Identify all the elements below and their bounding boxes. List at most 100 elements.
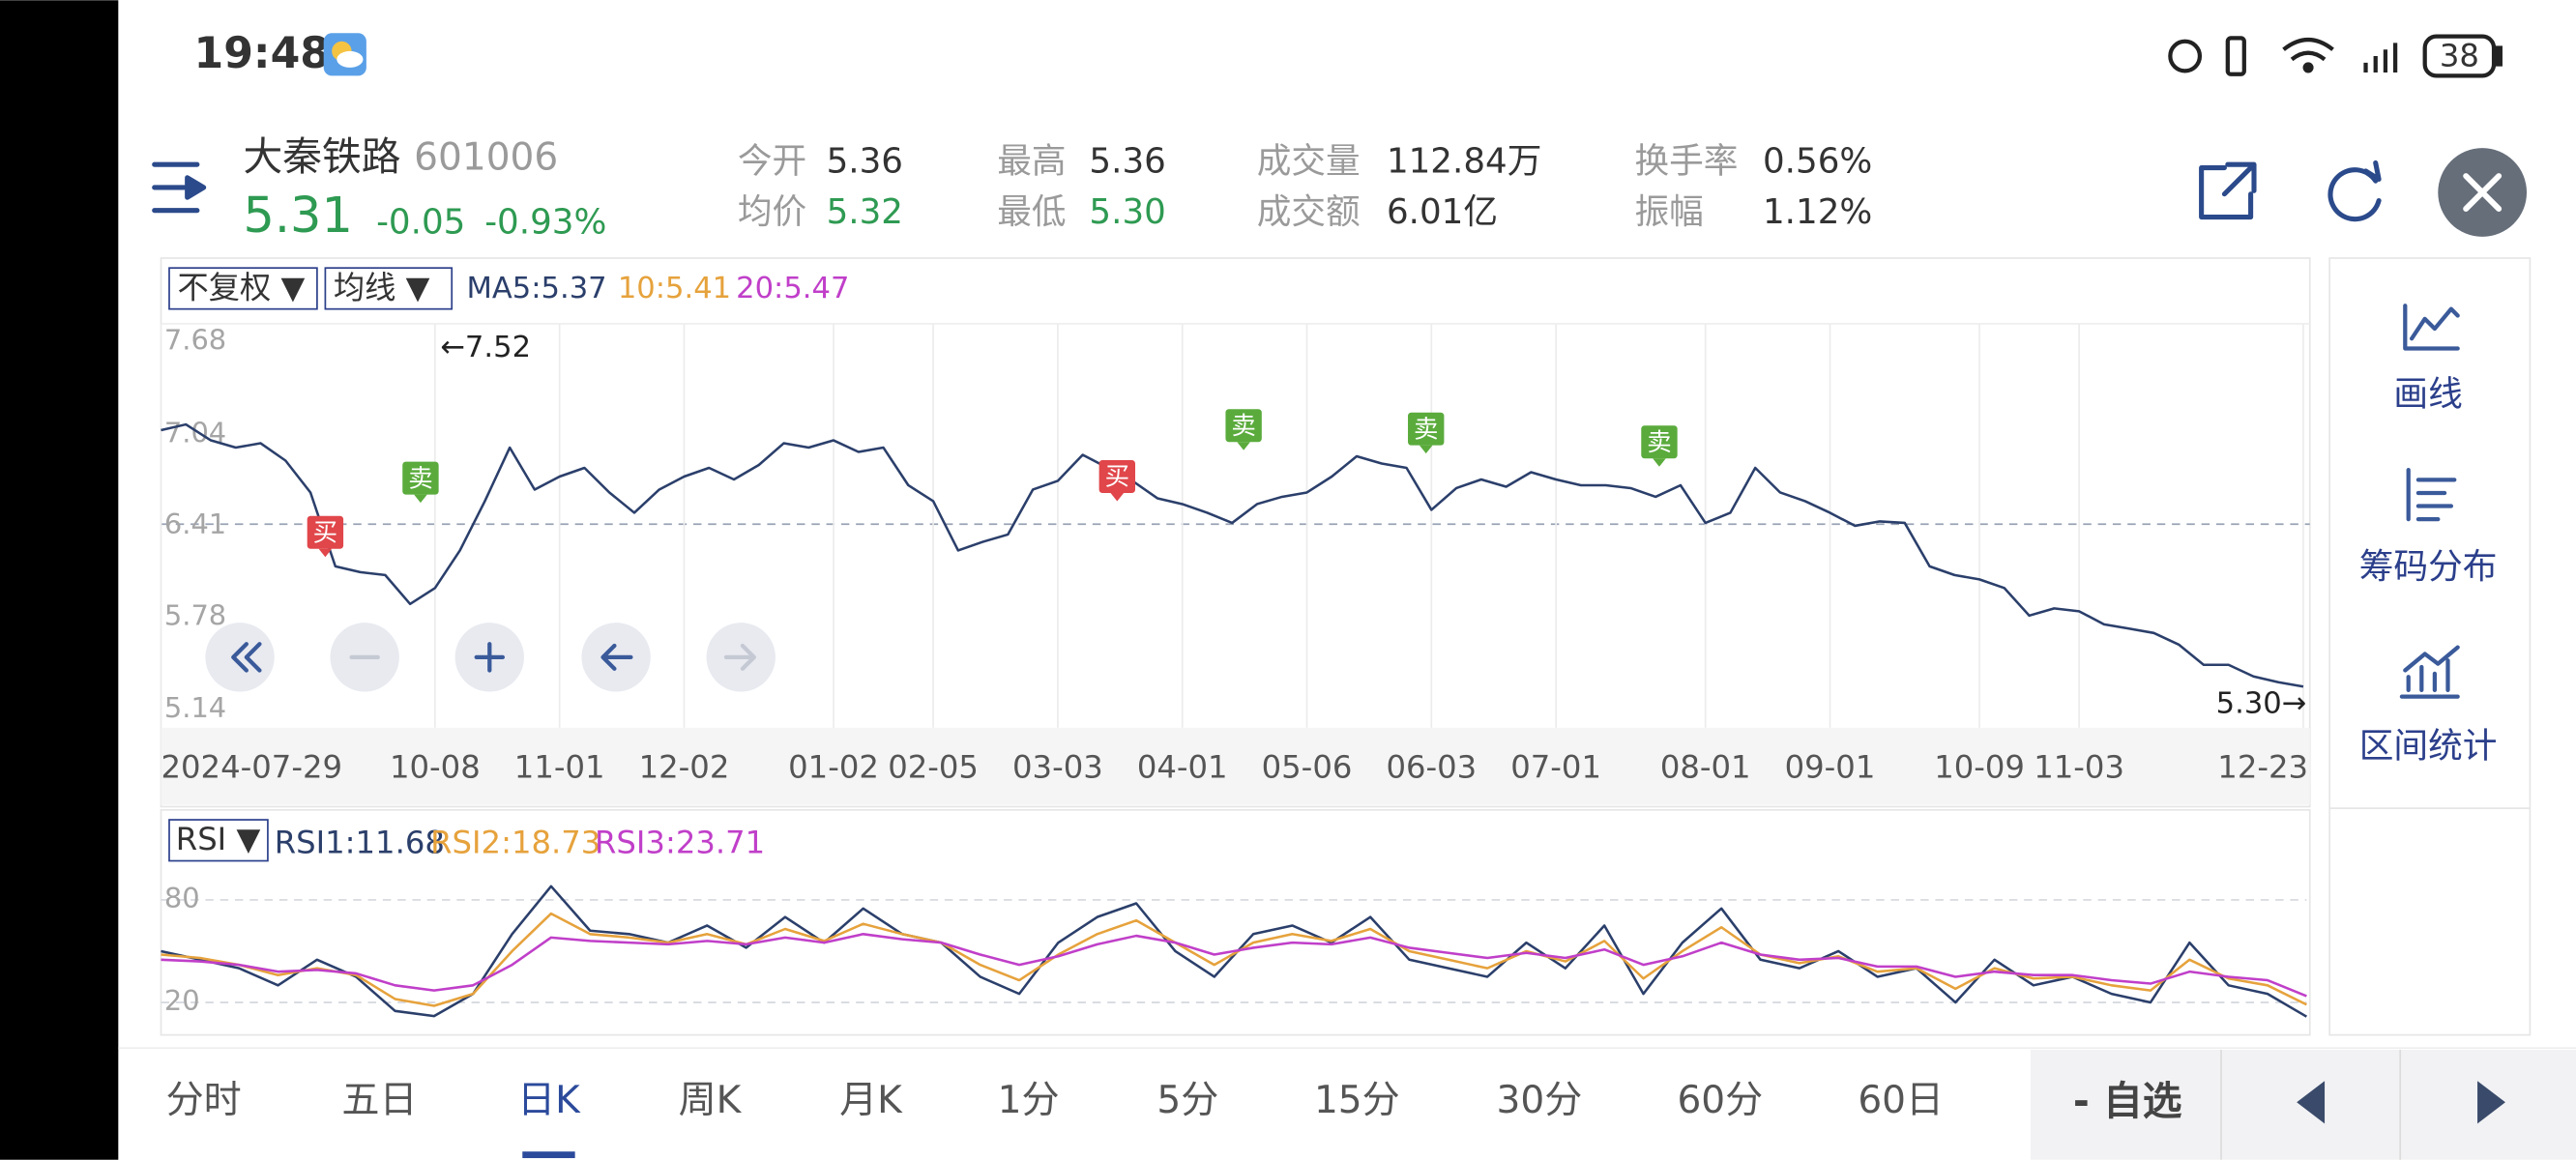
trade-marker (402, 461, 439, 495)
chip-distribution-tool[interactable]: 筹码分布 (2359, 468, 2498, 587)
x-tick-label: 12-02 (639, 748, 730, 785)
watchlist-button[interactable]: - 自选 (2073, 1078, 2182, 1124)
period-tab[interactable]: 60日 (1858, 1079, 1944, 1122)
data-line (161, 422, 2304, 688)
stat-label: 最高 (997, 141, 1066, 181)
x-tick-label: 02-05 (888, 748, 979, 785)
tool-label[interactable]: 区间统计 (2359, 726, 2498, 766)
stock-name: 大秦铁路 (243, 133, 400, 180)
x-tick-label: 07-01 (1510, 748, 1601, 785)
period-tab[interactable]: 5分 (1156, 1079, 1218, 1122)
x-tick-label: 09-01 (1785, 748, 1876, 785)
menu-button[interactable] (152, 161, 207, 214)
stat-value: 5.32 (827, 192, 903, 232)
stat-value: 112.84万 (1387, 141, 1541, 181)
left-edge (0, 0, 119, 1160)
stat-label: 成交额 (1257, 192, 1361, 232)
period-tab[interactable]: 1分 (998, 1079, 1060, 1122)
x-tick-label: 03-03 (1012, 748, 1103, 785)
stock-price: 5.31 (243, 188, 352, 245)
period-tab[interactable]: 15分 (1314, 1079, 1400, 1122)
stat-label: 成交量 (1257, 141, 1361, 181)
previous-stock-button[interactable] (2297, 1081, 2326, 1124)
y-tick-label: 7.04 (164, 417, 226, 450)
trade-marker-label: 卖 (1231, 412, 1255, 441)
trade-marker-pointer (414, 494, 427, 504)
indicator-dropdown[interactable] (168, 819, 269, 862)
stat-value: 5.36 (827, 141, 903, 181)
stat-label: 振幅 (1634, 192, 1703, 232)
period-tab[interactable]: 30分 (1497, 1079, 1583, 1122)
period-tab[interactable]: 五日 (341, 1079, 417, 1122)
stat-label: 换手率 (1634, 141, 1738, 181)
tool-label[interactable]: 筹码分布 (2359, 547, 2498, 587)
price-change: -0.05 (376, 202, 465, 242)
share-button[interactable] (2199, 161, 2257, 220)
legend-entry: RSI2:18.73 (430, 825, 600, 861)
x-tick-label: 11-01 (514, 748, 605, 785)
stat-label: 最低 (997, 192, 1066, 232)
range-stats-tool[interactable]: 区间统计 (2359, 645, 2498, 767)
period-tab[interactable]: 周K (679, 1079, 743, 1122)
x-tick-label: 01-02 (788, 748, 879, 785)
stat-value: 6.01亿 (1387, 192, 1498, 232)
draw-line-tool[interactable]: 画线 (2393, 304, 2463, 415)
trade-marker-pointer (1653, 458, 1666, 467)
price-panel (160, 257, 2311, 808)
tool-label[interactable]: 画线 (2393, 375, 2462, 415)
battery-level: 38 (2440, 38, 2479, 74)
ma20-value: 20:5.47 (736, 272, 849, 305)
y-tick-label: 7.68 (164, 324, 226, 357)
legend-entry: RSI1:11.68 (275, 825, 445, 861)
zoom-out-button[interactable] (330, 623, 399, 692)
price-change-pct: -0.93% (484, 202, 606, 242)
trade-marker (1641, 425, 1678, 459)
x-tick-label: 2024-07-29 (161, 748, 343, 785)
adjust-dropdown[interactable] (168, 267, 318, 310)
active-tab-indicator (522, 1151, 575, 1159)
ma-dropdown-label[interactable]: 均线 ▼ (334, 269, 430, 305)
trade-marker-label: 卖 (408, 464, 432, 493)
close-button[interactable] (2438, 148, 2528, 237)
stat-value: 5.36 (1089, 141, 1165, 181)
zoom-in-button[interactable] (454, 623, 524, 692)
trade-marker (1098, 459, 1135, 493)
stat-value: 5.30 (1089, 192, 1165, 232)
zoom-controls (205, 623, 776, 692)
x-tick-label: 11-03 (2034, 748, 2124, 785)
y-tick-label: 20 (164, 984, 200, 1017)
trade-marker-pointer (1110, 492, 1125, 502)
x-tick-label: 10-09 (1934, 748, 2025, 785)
status-time: 19:48 (193, 29, 330, 78)
x-tick-label: 06-03 (1386, 748, 1477, 785)
x-tick-label: 05-06 (1262, 748, 1353, 785)
y-tick-label: 5.78 (164, 598, 226, 631)
period-tab[interactable]: 分时 (166, 1079, 242, 1122)
period-tab[interactable]: 60分 (1677, 1079, 1763, 1122)
ma-dropdown[interactable] (324, 267, 454, 310)
pan-left-button[interactable] (581, 623, 651, 692)
trade-marker-pointer (1419, 445, 1433, 454)
trade-marker (1225, 409, 1262, 443)
price-chart: 7.68 7.04 6.41 5.78 5.14 2024-07-29 10-08 11-01… (160, 324, 2308, 785)
zoom-first-button[interactable] (205, 623, 275, 692)
period-tab-active[interactable]: 日K (517, 1079, 581, 1122)
period-tab[interactable]: 月K (839, 1079, 903, 1122)
indicator-dropdown-label[interactable]: RSI ▼ (176, 821, 261, 857)
adjust-dropdown-label[interactable]: 不复权 ▼ (177, 269, 305, 305)
y-tick-label: 80 (164, 882, 200, 914)
trade-marker-label: 卖 (1647, 428, 1671, 457)
rsi-panel (160, 809, 2311, 1036)
ma5-value: MA5:5.37 (467, 272, 607, 305)
trade-marker (307, 515, 344, 549)
stat-value: 0.56% (1763, 141, 1872, 181)
next-stock-button[interactable] (2477, 1081, 2505, 1124)
refresh-button[interactable] (2327, 160, 2382, 222)
x-tick-label: 12-23 (2217, 748, 2308, 785)
pan-right-button[interactable] (706, 623, 776, 692)
trade-marker-pointer (1237, 442, 1250, 450)
ma10-value: 10:5.41 (618, 272, 731, 305)
